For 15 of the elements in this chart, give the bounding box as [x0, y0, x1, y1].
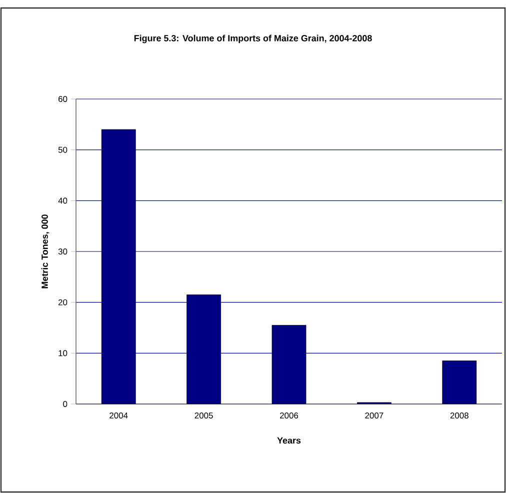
y-tick-label: 20: [58, 299, 68, 306]
x-tick-label: 2005: [194, 412, 213, 419]
y-tick-label: 40: [58, 198, 68, 204]
y-tick-label: 0: [63, 401, 68, 407]
y-tick-label: 60: [58, 96, 68, 102]
chart-title: Figure 5.3: Volume of Imports of Maize Grain, 2004-2008: [134, 34, 372, 44]
y-tick-label: 30: [58, 248, 68, 254]
x-tick-label: 2004: [110, 412, 128, 419]
y-axis-title: Metric Tones, 000: [41, 214, 50, 288]
x-tick-label: 2006: [280, 412, 298, 419]
y-tick-label: 10: [58, 350, 68, 356]
x-axis-title: Years: [277, 437, 301, 444]
x-tick-label: 2007: [365, 412, 384, 419]
x-tick-label: 2008: [450, 412, 468, 419]
y-tick-label: 50: [58, 146, 68, 153]
